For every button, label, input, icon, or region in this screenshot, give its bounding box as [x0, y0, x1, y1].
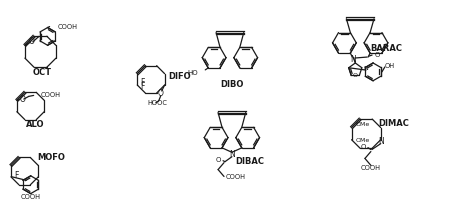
- Text: DIFO: DIFO: [169, 72, 191, 81]
- Text: O: O: [216, 157, 221, 163]
- Text: N: N: [229, 150, 235, 159]
- Text: DIBAC: DIBAC: [235, 157, 264, 166]
- Text: HO: HO: [188, 70, 198, 76]
- Text: OMe: OMe: [356, 138, 370, 143]
- Text: OMe: OMe: [356, 122, 370, 127]
- Text: ALO: ALO: [26, 120, 45, 129]
- Text: O: O: [375, 52, 380, 58]
- Text: N: N: [378, 137, 383, 146]
- Text: F: F: [140, 82, 144, 91]
- Text: F: F: [140, 77, 144, 87]
- Text: N: N: [351, 55, 356, 64]
- Text: HOOC: HOOC: [147, 100, 167, 106]
- Text: DIBO: DIBO: [220, 80, 243, 89]
- Text: OH: OH: [385, 63, 395, 69]
- Text: OCT: OCT: [33, 68, 52, 77]
- Text: MOFO: MOFO: [37, 153, 65, 162]
- Text: O: O: [19, 95, 25, 104]
- Text: F: F: [14, 171, 18, 180]
- Text: O: O: [29, 37, 35, 46]
- Text: N: N: [364, 66, 369, 71]
- Text: BARAC: BARAC: [370, 44, 402, 53]
- Text: COOH: COOH: [58, 24, 77, 30]
- Text: DIMAC: DIMAC: [378, 119, 409, 128]
- Text: COOH: COOH: [40, 92, 61, 98]
- Text: O: O: [352, 73, 357, 78]
- Text: O: O: [360, 144, 366, 150]
- Text: COOH: COOH: [361, 165, 381, 171]
- Text: O: O: [158, 89, 164, 98]
- Text: COOH: COOH: [21, 193, 40, 200]
- Text: COOH: COOH: [226, 174, 246, 180]
